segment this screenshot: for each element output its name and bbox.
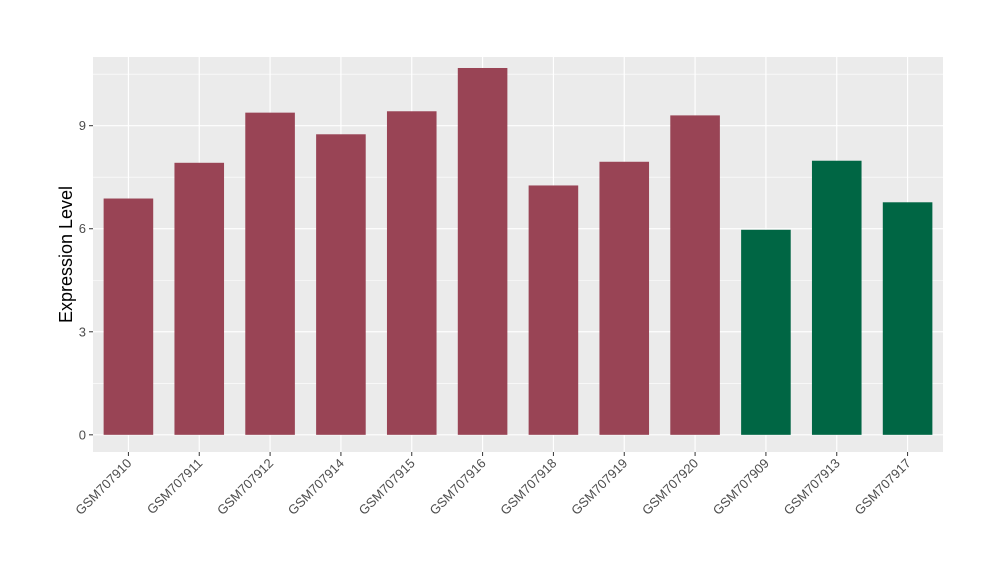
plot-panel [93,57,943,452]
bar-GSM707912 [245,112,295,435]
bar-GSM707911 [174,162,225,435]
x-tick-label: GSM707909 [710,456,772,518]
y-tick-label: 3 [79,324,86,339]
y-tick-label: 9 [79,118,86,133]
x-tick-label: GSM707920 [639,456,701,518]
minor-gridlines [93,73,943,384]
bar-GSM707917 [882,202,933,435]
x-tick-label: GSM707917 [851,456,913,518]
bar-GSM707914 [316,134,366,435]
bar-GSM707920 [670,115,720,435]
x-tick-label: GSM707915 [356,456,418,518]
y-axis-title: Expression Level [56,186,76,323]
bar-GSM707910 [103,198,154,435]
x-tick-label: GSM707918 [497,456,559,518]
x-tick-label: GSM707913 [781,456,843,518]
x-axis-ticks: GSM707910 GSM707911 GSM707912 GSM707914 GSM7… [72,452,914,518]
y-tick-label: 0 [79,427,86,442]
bar-GSM707913 [811,160,862,435]
x-tick-label: GSM707919 [568,456,630,518]
x-tick-label: GSM707910 [72,456,134,518]
bar-GSM707909 [741,229,791,435]
x-tick-label: GSM707912 [214,456,276,518]
x-tick-label: GSM707916 [426,456,488,518]
bars [103,67,933,435]
bar-GSM707916 [457,67,508,435]
bar-GSM707918 [528,185,579,435]
bar-GSM707915 [386,111,437,435]
y-axis-ticks: 0 3 6 9 [79,118,93,442]
y-tick-label: 6 [79,221,86,236]
bar-GSM707919 [599,161,650,435]
x-tick-label: GSM707914 [285,456,347,518]
x-tick-label: GSM707911 [144,456,206,518]
